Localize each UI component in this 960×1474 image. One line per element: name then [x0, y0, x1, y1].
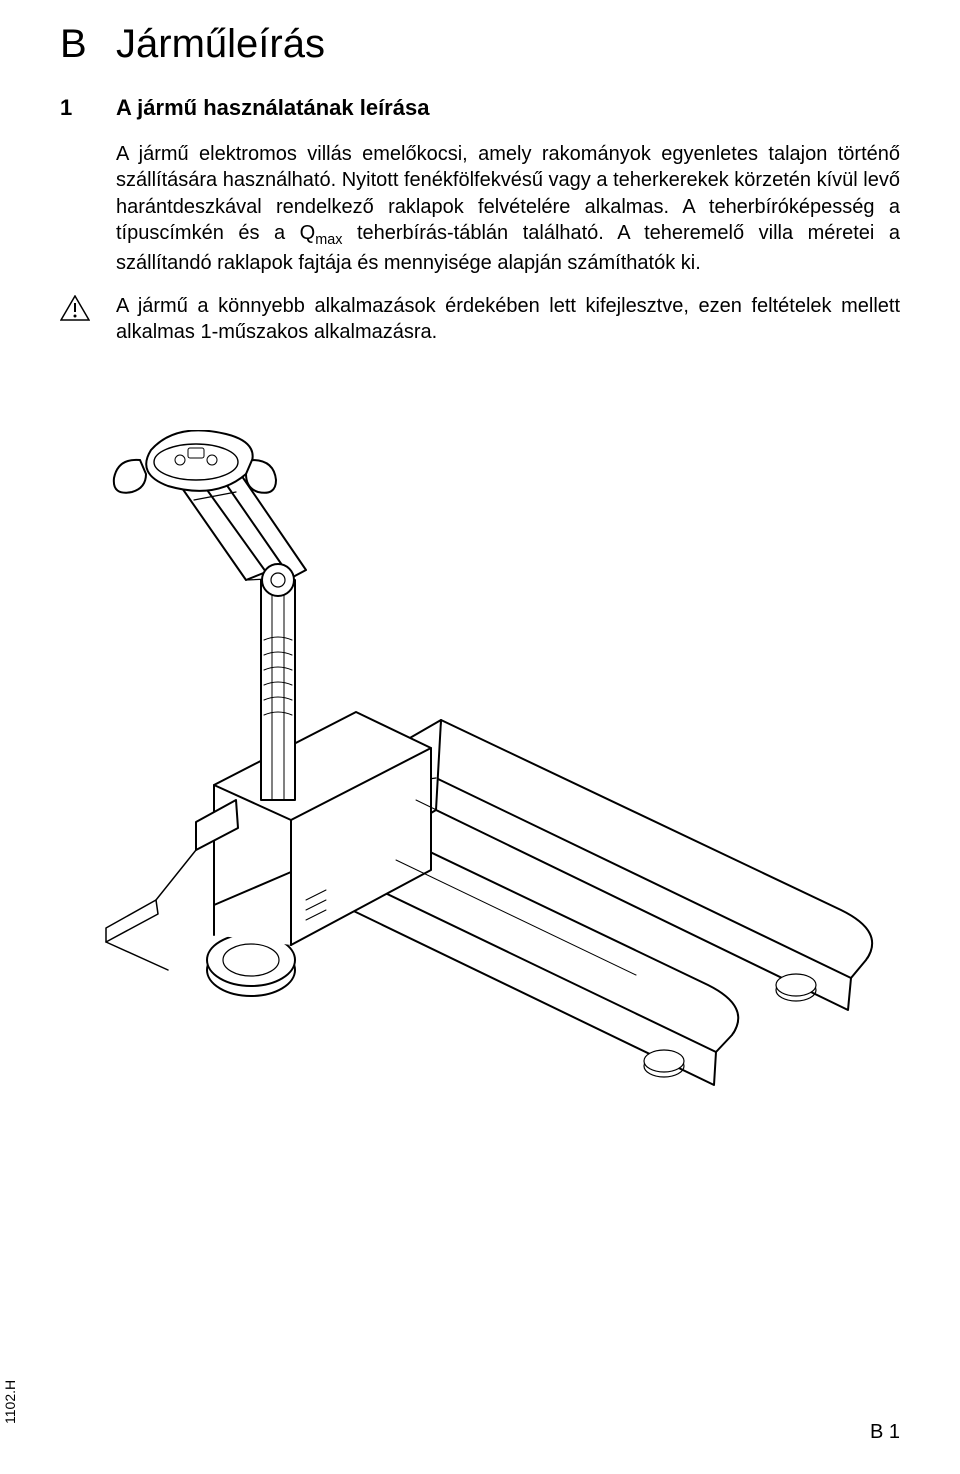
paragraph-1: A jármű elektromos villás emelőkocsi, am…	[116, 141, 900, 277]
caution-row: A jármű a könnyebb alkalmazások érdekébe…	[60, 293, 900, 346]
subsection-row: 1 A jármű használatának leírása	[60, 95, 900, 121]
subsection-number: 1	[60, 95, 116, 121]
page: B Járműleírás 1 A jármű használatának le…	[0, 0, 960, 1474]
footer-right: B 1	[870, 1421, 900, 1444]
section-letter: B	[60, 22, 116, 67]
caution-text: A jármű a könnyebb alkalmazások érdekébe…	[116, 293, 900, 346]
subsection-title: A jármű használatának leírása	[116, 95, 429, 121]
section-title: Járműleírás	[116, 22, 325, 67]
footer-left: 1102.H	[2, 1380, 18, 1424]
caution-icon	[60, 293, 116, 326]
section-header: B Járműleírás	[60, 22, 900, 67]
paragraph-1-sub: max	[315, 232, 342, 248]
pallet-truck-illustration	[96, 430, 896, 1230]
